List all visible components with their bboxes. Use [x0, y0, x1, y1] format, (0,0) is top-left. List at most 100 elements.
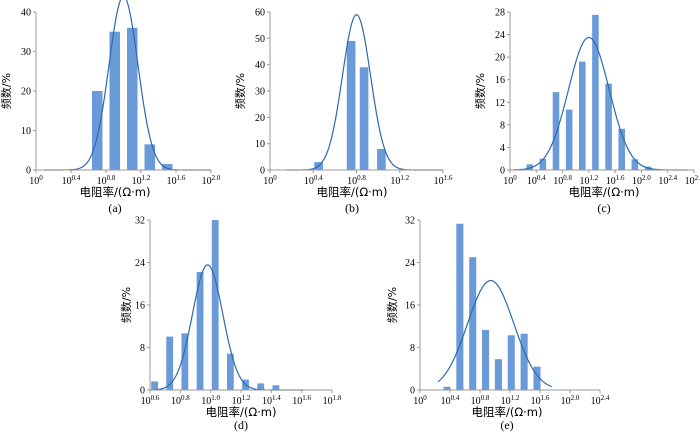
chart-panel-a: 0 10 20 30 40 100 100.4 100.8 101.2 101.6 102.0 频数/… [0, 0, 221, 215]
y-tick-label: 20 [21, 87, 31, 98]
y-axis-title: 频数/% [0, 73, 13, 109]
y-tick-label: 0 [26, 166, 31, 177]
x-tick-label: 100.4 [527, 174, 546, 187]
x-tick-label: 100.4 [62, 174, 81, 187]
x-tick-label: 101.4 [262, 394, 281, 407]
x-tick-label: 101.2 [232, 394, 251, 407]
x-tick-label: 101.2 [390, 174, 409, 187]
x-tick-label: 102.8 [685, 174, 700, 187]
bar-a-4 [162, 164, 173, 170]
y-tick-label: 20 [255, 113, 265, 124]
bar-d-4 [211, 220, 219, 390]
bar-b-1 [346, 40, 356, 170]
bar-c-5 [592, 14, 599, 170]
x-tick-label: 100 [413, 394, 427, 407]
x-tick-label: 100.8 [97, 174, 116, 187]
x-tick-label: 101.8 [323, 394, 342, 407]
chart-panel-e: 0 8 16 24 32 100 100.4 100.8 101.2 101.6 102.0 102.… [385, 216, 610, 432]
y-tick-label: 50 [255, 34, 265, 45]
chart-panel-c: 0 4 8 12 16 20 24 28 100 100.4 100.8 101.2 101.6 102.… [473, 8, 700, 216]
bar-e-3 [482, 329, 490, 390]
x-tick-label: 100.8 [471, 394, 490, 407]
x-axis-title: 电阻率/(Ω·m) [206, 405, 277, 419]
panel-label: (b) [345, 201, 359, 215]
x-tick-label: 100 [263, 174, 277, 187]
bar-c-4 [579, 61, 586, 170]
x-tick-label: 101.2 [501, 394, 520, 407]
y-tick-label: 20 [495, 53, 505, 64]
x-tick-label: 101.2 [132, 174, 151, 187]
y-tick-label: 16 [135, 301, 145, 312]
bar-e-2 [469, 257, 477, 390]
x-tick-label: 100.8 [553, 174, 572, 187]
y-tick-label: 28 [495, 8, 505, 19]
y-tick-label: 30 [255, 87, 265, 98]
y-tick-label: 8 [140, 343, 145, 354]
y-tick-label: 0 [140, 386, 145, 397]
y-tick-label: 10 [255, 139, 265, 150]
y-tick-label: 0 [260, 166, 265, 177]
bar-a-2 [127, 27, 138, 170]
y-tick-label: 8 [500, 120, 505, 131]
y-tick-label: 0 [410, 386, 415, 397]
y-tick-label: 16 [495, 75, 505, 86]
bar-b-3 [377, 148, 386, 170]
bar-d-1 [166, 336, 174, 390]
x-tick-label: 102.4 [658, 174, 677, 187]
bar-c-1 [539, 158, 547, 170]
bar-d-7 [257, 383, 265, 390]
y-tick-label: 30 [21, 47, 31, 58]
y-tick-label: 4 [500, 143, 505, 154]
bar-e-5 [507, 335, 515, 390]
y-tick-label: 40 [255, 60, 265, 71]
y-tick-label: 40 [21, 8, 31, 19]
x-tick-label: 101.6 [606, 174, 625, 187]
x-tick-label: 102.0 [632, 174, 651, 187]
x-tick-label: 102.4 [591, 394, 610, 407]
bar-d-0 [151, 381, 158, 390]
x-axis-title: 电阻率/(Ω·m) [569, 185, 640, 199]
x-axis-title: 电阻率/(Ω·m) [317, 185, 388, 199]
bar-b-2 [359, 67, 369, 170]
x-tick-label: 100.4 [441, 394, 460, 407]
bar-e-0 [443, 386, 451, 390]
bar-d-2 [181, 333, 189, 390]
x-tick-label: 101.6 [292, 394, 311, 407]
y-axis-title: 频数/% [473, 73, 487, 109]
y-tick-label: 24 [405, 258, 415, 269]
x-tick-label: 101.0 [201, 394, 220, 407]
bar-e-1 [456, 223, 464, 390]
bar-a-3 [144, 144, 155, 170]
x-tick-label: 100 [503, 174, 517, 187]
y-axis-title: 频数/% [119, 287, 133, 323]
chart-panel-d: 0 8 16 24 32 100.6 100.8 101.0 101.2 101.4 101.6 10… [119, 216, 342, 432]
bar-a-1 [109, 31, 120, 170]
panel-label: (a) [108, 201, 121, 215]
y-tick-label: 60 [255, 8, 265, 19]
x-axis-title: 电阻率/(Ω·m) [472, 405, 543, 419]
x-axis-title: 电阻率/(Ω·m) [80, 185, 151, 199]
panel-label: (d) [234, 418, 248, 432]
bar-d-8 [272, 385, 280, 390]
y-axis-title: 频数/% [385, 287, 399, 323]
x-tick-label: 101.2 [579, 174, 598, 187]
bar-e-7 [533, 366, 541, 391]
y-tick-label: 8 [410, 343, 415, 354]
bar-e-6 [520, 333, 528, 390]
x-tick-label: 100.8 [347, 174, 366, 187]
y-tick-label: 12 [495, 98, 505, 109]
panel-label: (c) [597, 201, 610, 215]
bar-c-8 [631, 159, 639, 170]
fit-curve-c [513, 36, 688, 171]
y-axis-title: 频数/% [233, 73, 247, 109]
y-tick-label: 16 [405, 301, 415, 312]
x-tick-label: 102.0 [561, 394, 580, 407]
x-tick-label: 100.6 [141, 394, 160, 407]
x-tick-label: 100.8 [171, 394, 190, 407]
bar-c-6 [605, 83, 612, 170]
y-tick-label: 24 [495, 30, 505, 41]
x-tick-label: 101.6 [167, 174, 186, 187]
y-tick-label: 32 [405, 216, 415, 227]
bar-e-4 [494, 359, 502, 390]
x-tick-label: 101.6 [434, 174, 453, 187]
